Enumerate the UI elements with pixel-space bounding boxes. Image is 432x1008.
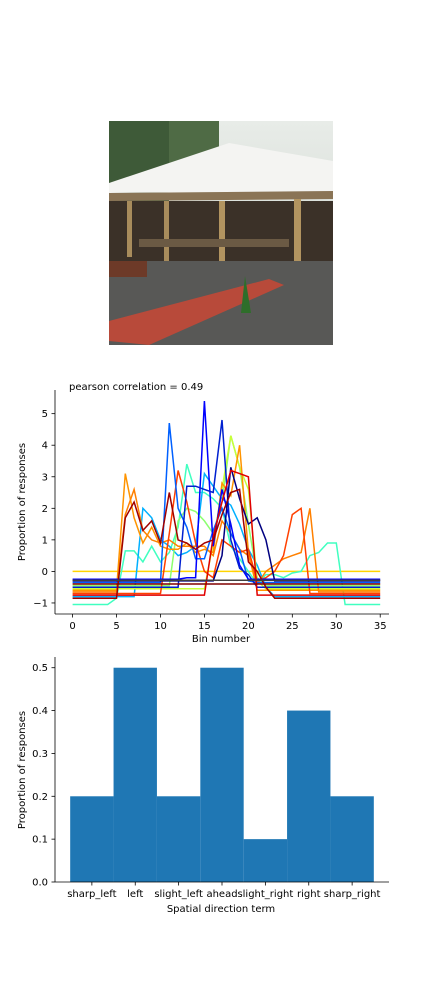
y-tick-label: 1 — [42, 535, 48, 546]
x-tick-label: 25 — [286, 621, 299, 632]
bar-slight_right — [243, 839, 288, 882]
bar-sharp_right — [330, 796, 374, 882]
bar-chart-ylabel: Proportion of responses — [17, 711, 28, 829]
y-tick-label: 0.2 — [32, 792, 48, 803]
bar-ahead — [200, 667, 244, 882]
line-series-8 — [72, 423, 381, 584]
line-chart-title: pearson correlation = 0.49 — [69, 382, 203, 393]
bar-chart: sharp_left left slight_left ahead slight_rig… — [17, 657, 389, 915]
bar-slight_left — [156, 796, 201, 882]
line-chart-ylabel: Proportion of responses — [17, 443, 28, 561]
y-tick-label: 0.3 — [32, 749, 48, 760]
x-tick-label: 15 — [198, 621, 211, 632]
x-tick-label: left — [127, 889, 143, 900]
bar-chart-xlabel: Spatial direction term — [167, 904, 275, 915]
x-tick-label: 10 — [154, 621, 167, 632]
bar-right — [287, 710, 331, 882]
x-tick-label: sharp_left — [67, 889, 116, 900]
y-tick-label: 0.1 — [32, 835, 48, 846]
y-tick-label: 0.5 — [32, 663, 48, 674]
line-chart-xlabel: Bin number — [192, 634, 251, 645]
y-tick-label: 2 — [42, 504, 48, 515]
line-chart: pearson correlation = 0.49 0 5 10 15 20 25 30 3… — [17, 382, 389, 645]
line-series-12 — [72, 469, 381, 596]
y-tick-label: 0.0 — [32, 878, 48, 889]
x-tick-label: 35 — [374, 621, 387, 632]
x-tick-label: ahead — [206, 889, 237, 900]
x-tick-label: 20 — [242, 621, 255, 632]
x-tick-label: 5 — [113, 621, 119, 632]
line-series-10 — [72, 419, 381, 588]
y-tick-label: 0 — [42, 567, 48, 578]
x-tick-label: 30 — [330, 621, 343, 632]
y-tick-label: 4 — [42, 441, 48, 452]
x-tick-label: sharp_right — [324, 889, 381, 900]
x-tick-label: 0 — [69, 621, 75, 632]
y-tick-label: −1 — [33, 598, 48, 609]
bar-sharp_left — [70, 796, 114, 882]
line-series-4 — [72, 435, 381, 590]
scene-photo — [109, 121, 333, 345]
line-series-3 — [72, 435, 381, 587]
line-series-13 — [72, 488, 381, 599]
y-tick-label: 3 — [42, 472, 48, 483]
line-series-7 — [72, 470, 381, 595]
bar-left — [113, 667, 157, 882]
y-tick-label: 0.4 — [32, 706, 48, 717]
x-tick-label: slight_right — [237, 889, 293, 900]
y-tick-label: 5 — [42, 409, 48, 420]
x-tick-label: slight_left — [154, 889, 203, 900]
x-tick-label: right — [297, 889, 321, 900]
